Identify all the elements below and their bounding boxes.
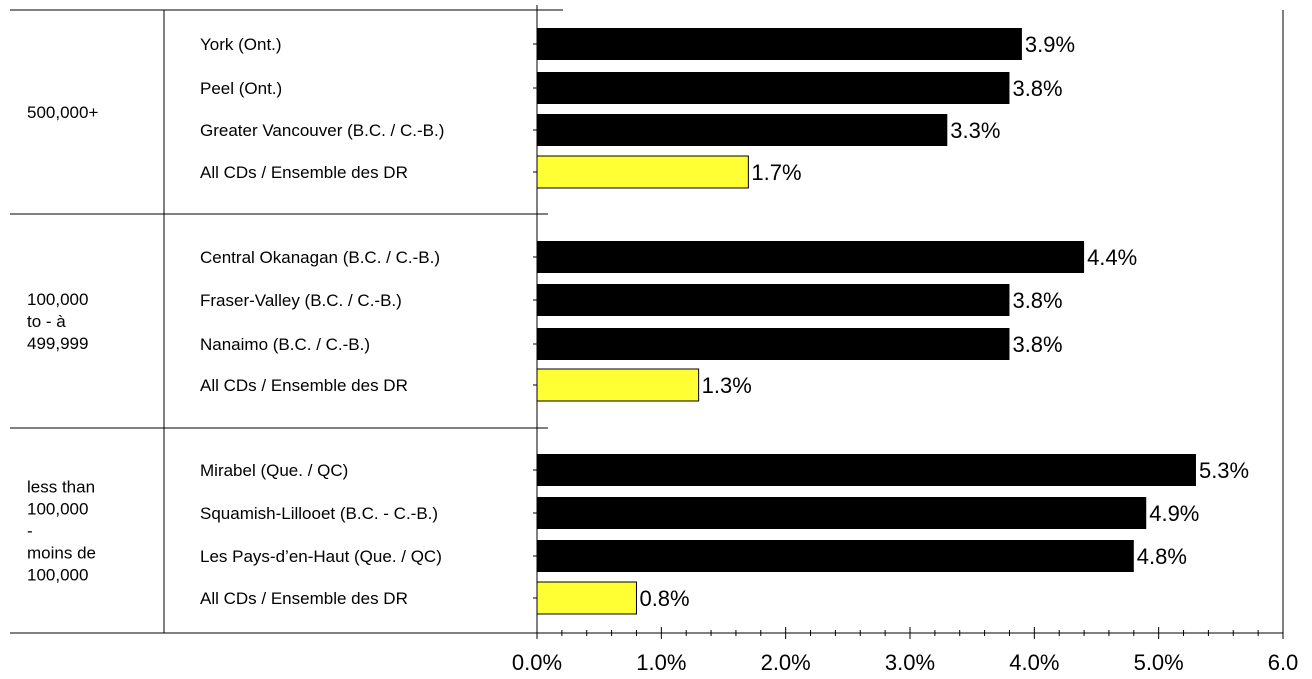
value-label: 3.8% [1012,288,1062,313]
category-label: All CDs / Ensemble des DR [200,163,408,182]
bar [537,328,1010,360]
category-label: Nanaimo (B.C. / C.-B.) [200,335,370,354]
value-label: 1.3% [702,373,752,398]
group-label: - [27,522,33,541]
category-label: Fraser-Valley (B.C. / C.-B.) [200,291,402,310]
category-label: Central Okanagan (B.C. / C.-B.) [200,248,440,267]
value-label: 3.8% [1012,332,1062,357]
value-label: 3.8% [1012,76,1062,101]
bar [537,497,1147,529]
category-label: Mirabel (Que. / QC) [200,461,348,480]
value-label: 3.9% [1025,32,1075,57]
bar [537,454,1196,486]
value-label: 4.4% [1087,245,1137,270]
x-tick-label: 1.0% [636,650,686,675]
value-label: 5.3% [1199,458,1249,483]
bar [537,241,1085,273]
group-label: 100,000 [27,290,88,309]
group-label: 500,000+ [27,103,98,122]
bar [537,72,1010,104]
value-label: 4.8% [1137,544,1187,569]
x-tick-label: 6.0 [1268,650,1299,675]
x-tick-label: 5.0% [1134,650,1184,675]
category-label: York (Ont.) [200,35,282,54]
category-label: Peel (Ont.) [200,79,282,98]
highlight-bar [536,368,700,402]
group-label: to - à [27,312,66,331]
group-label: 499,999 [27,334,88,353]
highlight-bar [536,581,637,615]
bar [537,540,1134,572]
bar [537,28,1022,60]
value-label: 4.9% [1149,501,1199,526]
group-label: 100,000 [27,566,88,585]
group-label: 100,000 [27,500,88,519]
highlight-bar [536,155,749,189]
group-label: less than [27,478,95,497]
bar [537,114,948,146]
value-label: 3.3% [950,118,1000,143]
group-label: moins de [27,544,96,563]
category-label: Les Pays-d’en-Haut (Que. / QC) [200,547,442,566]
value-label: 1.7% [751,160,801,185]
x-tick-label: 3.0% [885,650,935,675]
x-tick-label: 0.0% [512,650,562,675]
category-label: All CDs / Ensemble des DR [200,376,408,395]
category-label: Squamish-Lillooet (B.C. - C.-B.) [200,504,438,523]
bar [537,284,1010,316]
x-tick-label: 4.0% [1009,650,1059,675]
value-label: 0.8% [639,586,689,611]
category-label: All CDs / Ensemble des DR [200,589,408,608]
category-label: Greater Vancouver (B.C. / C.-B.) [200,121,444,140]
x-tick-label: 2.0% [761,650,811,675]
